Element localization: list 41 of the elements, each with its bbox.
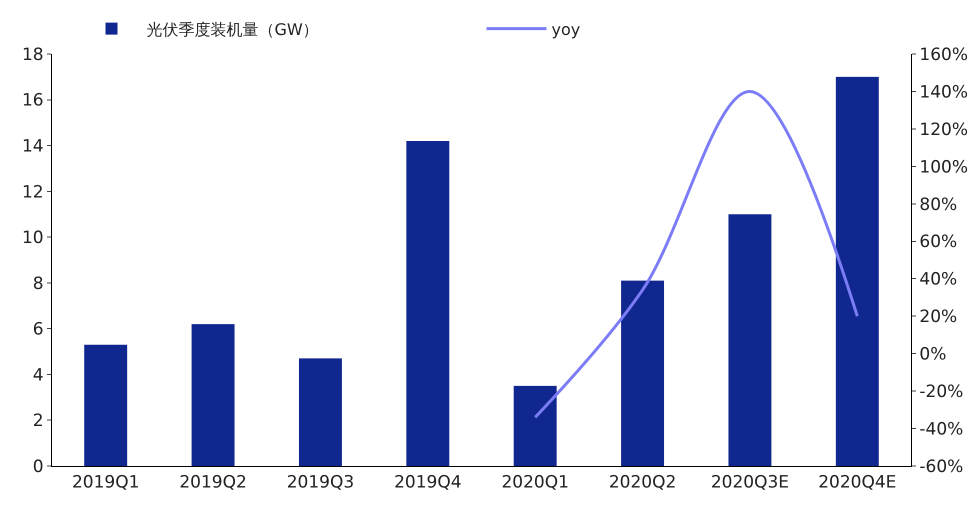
y2-tick-label: -40% — [919, 420, 964, 440]
y2-tick-label: 60% — [919, 232, 958, 252]
x-tick-label: 2020Q1 — [501, 472, 569, 492]
bar — [621, 280, 664, 466]
bar — [84, 344, 128, 466]
line-series — [534, 90, 859, 419]
y2-tick-label: 140% — [919, 82, 968, 102]
bar — [514, 386, 557, 466]
y-tick-label: 14 — [22, 136, 44, 157]
y2-tick-label: 0% — [919, 344, 946, 365]
y2-tick-label: 80% — [919, 194, 958, 215]
y2-tick-label: 120% — [919, 120, 968, 140]
bar — [728, 214, 772, 466]
x-tick-label: 2019Q4 — [394, 472, 462, 492]
y-tick-label: 8 — [32, 274, 44, 294]
y-tick-label: 12 — [22, 182, 44, 202]
legend-label: yoy — [552, 20, 580, 39]
y-tick-label: 4 — [32, 365, 44, 386]
bar — [298, 358, 342, 466]
y-tick-label: 16 — [22, 90, 44, 111]
bar — [406, 140, 450, 466]
y-tick-label: 18 — [22, 44, 44, 65]
y2-tick-label: 100% — [919, 157, 968, 178]
x-tick-label: 2020Q3E — [710, 472, 790, 492]
y-tick-label: 6 — [32, 320, 44, 340]
bar — [836, 76, 879, 466]
x-tick-label: 2019Q2 — [179, 472, 247, 492]
y-tick-label: 2 — [32, 411, 44, 432]
y2-tick-label: 20% — [919, 307, 958, 328]
y2-tick-label: 40% — [919, 270, 958, 290]
y2-tick-label: 160% — [919, 44, 968, 65]
x-tick-label: 2019Q1 — [72, 472, 140, 492]
legend-label: 光伏季度装机量（GW） — [146, 20, 319, 39]
y2-tick-label: -60% — [919, 456, 964, 477]
y-tick-label: 0 — [32, 456, 44, 477]
x-tick-label: 2020Q4E — [818, 472, 896, 492]
y2-tick-label: -20% — [919, 382, 964, 402]
bar — [192, 324, 235, 466]
x-tick-label: 2019Q3 — [286, 472, 354, 492]
y-tick-label: 10 — [22, 228, 44, 248]
x-tick-label: 2020Q2 — [608, 472, 676, 492]
